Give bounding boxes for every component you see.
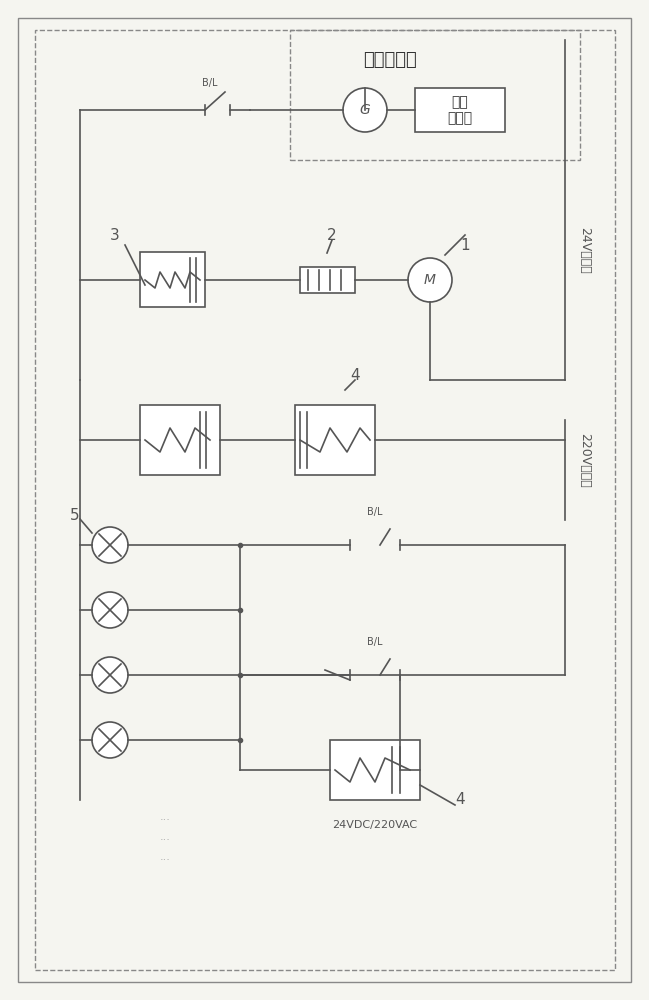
Text: 2: 2 — [327, 228, 337, 242]
Circle shape — [92, 722, 128, 758]
Text: ...: ... — [160, 832, 171, 842]
Circle shape — [408, 258, 452, 302]
Text: ...: ... — [160, 812, 171, 822]
Text: B/L: B/L — [202, 78, 218, 88]
Text: 4: 4 — [350, 367, 360, 382]
Circle shape — [92, 527, 128, 563]
Text: ...: ... — [160, 852, 171, 862]
Text: B/L: B/L — [367, 637, 383, 647]
Polygon shape — [300, 267, 355, 293]
Text: B/L: B/L — [367, 507, 383, 517]
Circle shape — [92, 592, 128, 628]
Text: G: G — [360, 103, 371, 117]
Polygon shape — [18, 18, 631, 982]
Text: 5: 5 — [70, 508, 80, 522]
Text: 柴油
发动机: 柴油 发动机 — [447, 95, 472, 125]
Text: 1: 1 — [460, 237, 470, 252]
Circle shape — [343, 88, 387, 132]
Text: 24VDC/220VAC: 24VDC/220VAC — [332, 820, 417, 830]
Text: 3: 3 — [110, 228, 120, 242]
Polygon shape — [415, 88, 505, 132]
Circle shape — [92, 657, 128, 693]
Polygon shape — [140, 405, 220, 475]
Polygon shape — [330, 740, 420, 800]
Text: 24V直流电: 24V直流电 — [578, 227, 591, 273]
Text: 220V交流电: 220V交流电 — [578, 433, 591, 487]
Text: M: M — [424, 273, 436, 287]
Text: 4: 4 — [455, 792, 465, 808]
Polygon shape — [140, 252, 205, 307]
Polygon shape — [295, 405, 375, 475]
Text: 主动力供给: 主动力供给 — [363, 51, 417, 69]
